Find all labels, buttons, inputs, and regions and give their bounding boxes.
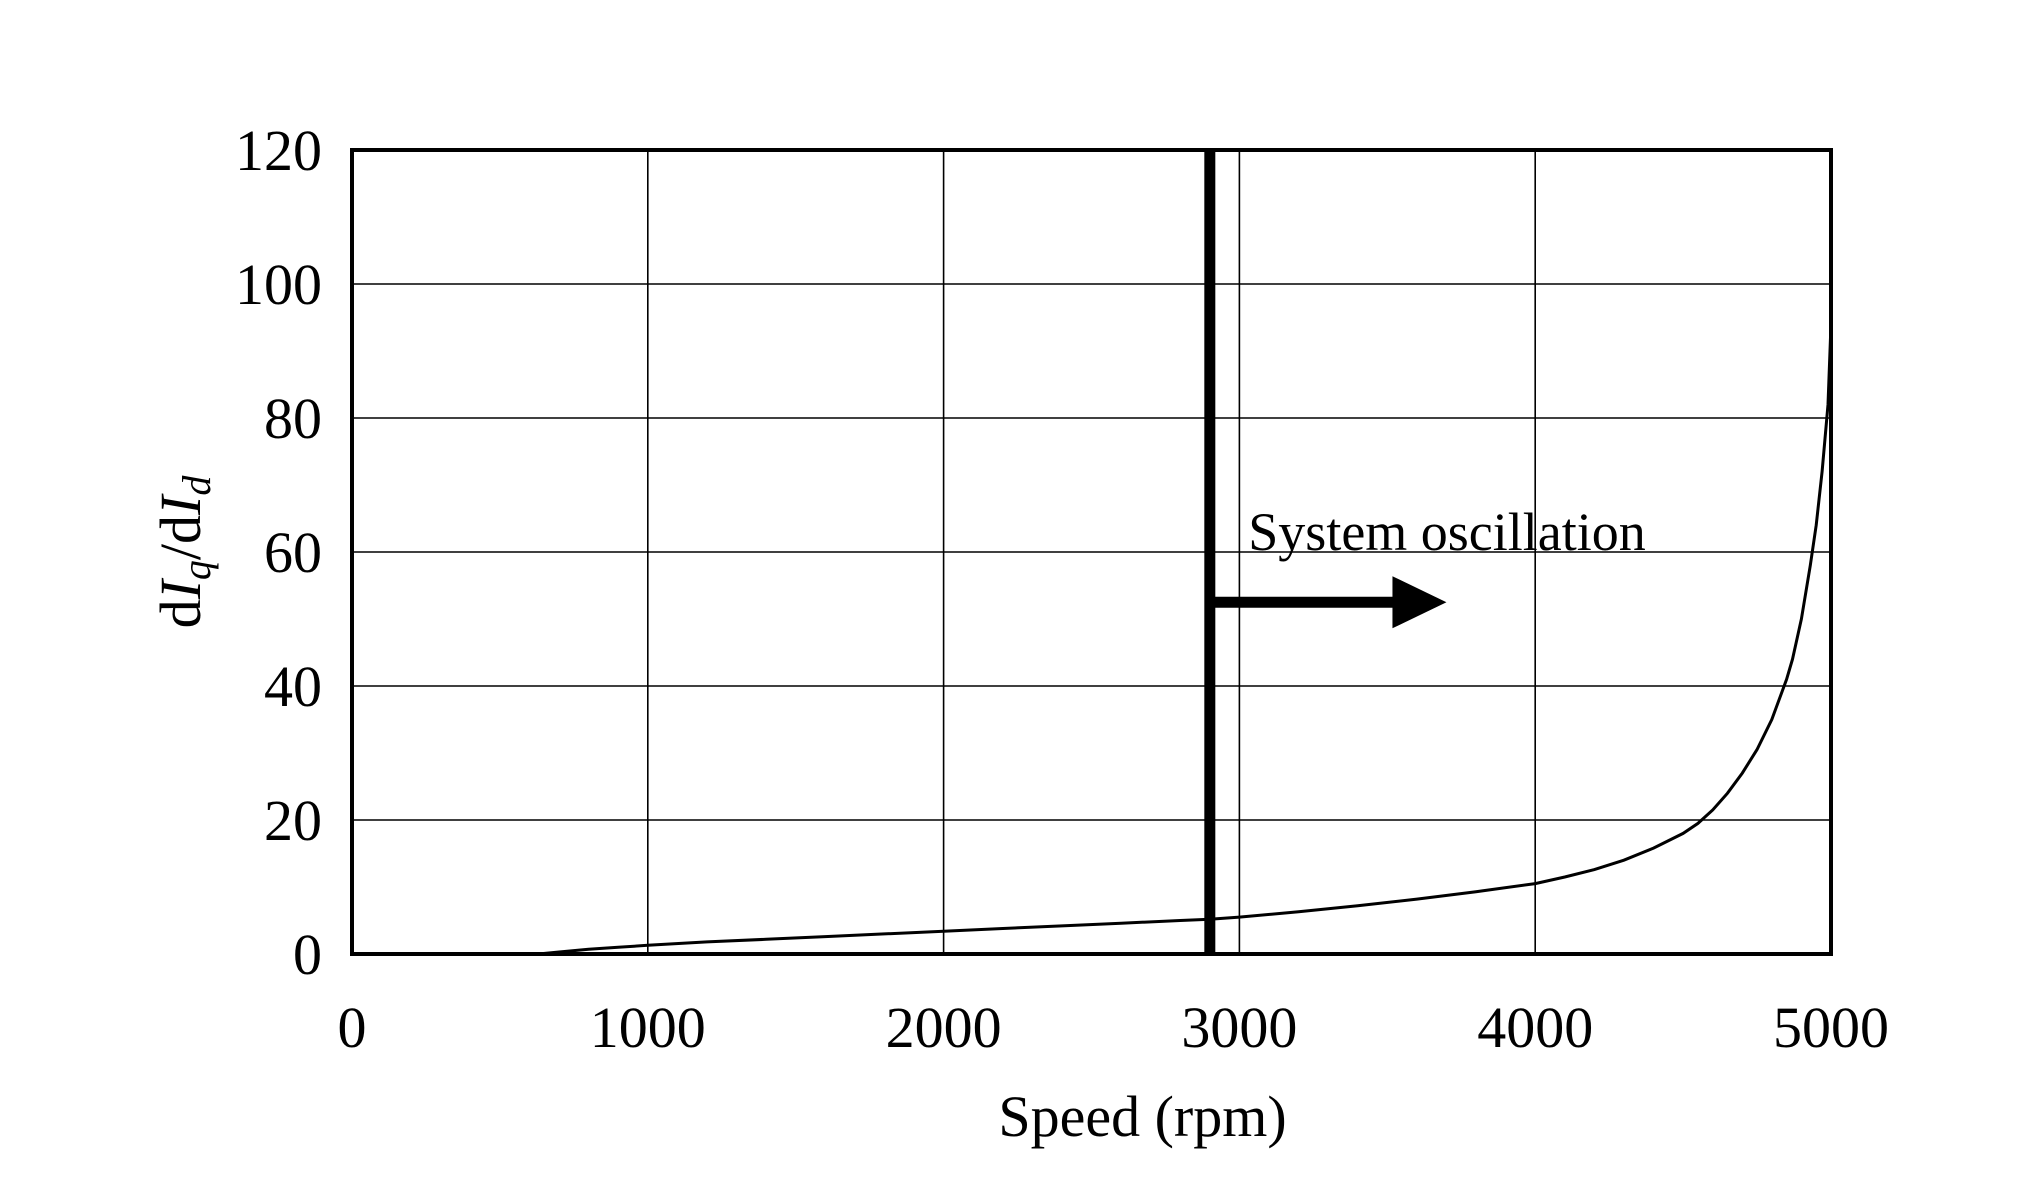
series-line: [538, 324, 1833, 956]
y-tick-label: 80: [264, 386, 322, 451]
x-tick-label: 2000: [886, 995, 1002, 1060]
y-tick-label: 60: [264, 520, 322, 585]
annotation-layer: System oscillation: [1204, 150, 1646, 954]
y-title-part: d: [148, 599, 213, 628]
x-tick-label: 1000: [590, 995, 706, 1060]
x-tick-label: 4000: [1477, 995, 1593, 1060]
annotation-label: System oscillation: [1248, 502, 1646, 562]
y-tick-label: 40: [264, 654, 322, 719]
y-title-subscript-d: d: [174, 475, 219, 496]
y-tick-label: 20: [264, 788, 322, 853]
arrow-head: [1392, 576, 1447, 629]
x-tick-label: 5000: [1773, 995, 1889, 1060]
y-title-part: I: [148, 493, 213, 516]
y-tick-label: 0: [293, 922, 322, 987]
plot-frame: [350, 148, 1833, 956]
curve-layer: [538, 324, 1833, 956]
y-title-subscript-q: q: [174, 560, 219, 580]
y-title-part: /d: [148, 515, 213, 560]
x-tick-label: 0: [338, 995, 367, 1060]
y-axis-title: dIq/dId: [148, 475, 219, 629]
x-axis-title: Speed (rpm): [998, 1084, 1286, 1149]
x-tick-label: 3000: [1181, 995, 1297, 1060]
y-tick-label: 100: [235, 252, 322, 317]
x-tick-labels: 0 1000 2000 3000 4000 5000: [338, 995, 1890, 1060]
grid-lines: [352, 150, 1831, 954]
y-tick-labels: 0 20 40 60 80 100 120: [235, 118, 322, 987]
y-title-part: I: [148, 577, 213, 600]
y-tick-label: 120: [235, 118, 322, 183]
